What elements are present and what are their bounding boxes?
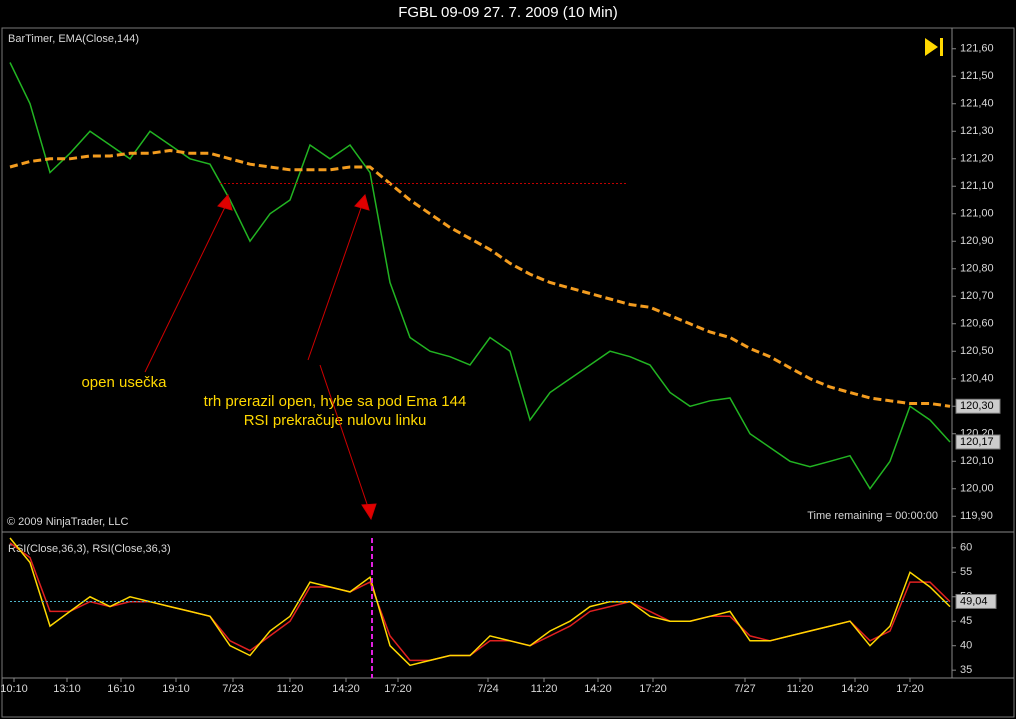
y-tick-label: 120,70 <box>960 290 994 302</box>
y-tick-label: 120,00 <box>960 483 994 495</box>
arrow-line <box>144 204 227 373</box>
annotation: RSI prekračuje nulovu linku <box>244 412 427 429</box>
play-icon[interactable] <box>925 38 943 56</box>
x-tick-label: 17:20 <box>896 683 924 695</box>
x-tick-label: 16:10 <box>107 683 135 695</box>
x-tick-label: 17:20 <box>639 683 667 695</box>
annotation: trh prerazil open, hybe sa pod Ema 144 <box>204 393 467 410</box>
y-tick-label: 121,10 <box>960 180 994 192</box>
y-tick-label: 120,80 <box>960 263 994 275</box>
arrow-head <box>217 193 233 211</box>
series-line <box>9 148 951 408</box>
x-tick-label: 13:10 <box>53 683 81 695</box>
x-tick-label: 19:10 <box>162 683 190 695</box>
price-box <box>955 398 1001 414</box>
y-tick-label: 121,30 <box>960 125 994 137</box>
y-tick-label: 120,10 <box>960 455 994 467</box>
x-tick-label: 10:10 <box>0 683 28 695</box>
y-tick-label: 120,60 <box>960 318 994 330</box>
arrows <box>144 193 377 521</box>
value-box-label: 49,04 <box>960 595 988 607</box>
x-tick-label: 7/24 <box>477 683 498 695</box>
x-tick-label: 14:20 <box>332 683 360 695</box>
arrow-head <box>354 193 370 211</box>
x-tick-label: 17:20 <box>384 683 412 695</box>
y-tick-label: 120,50 <box>960 345 994 357</box>
y-tick-label: 121,60 <box>960 43 994 55</box>
y-tick-label: 121,20 <box>960 153 994 165</box>
x-tick-label: 11:20 <box>787 683 814 695</box>
play-triangle[interactable] <box>925 38 938 56</box>
y-tick-label: 121,40 <box>960 98 994 110</box>
series-line <box>9 62 951 491</box>
status: Time remaining = 00:00:00 <box>807 510 938 522</box>
x-tick-label: 7/23 <box>222 683 243 695</box>
x-tick-label: 14:20 <box>584 683 612 695</box>
indicator-label: BarTimer, EMA(Close,144) <box>8 33 139 45</box>
arrow-line <box>319 364 369 508</box>
price-box-label: 120,17 <box>960 436 994 448</box>
y-tick-label: 60 <box>960 542 972 554</box>
y-tick-label: 121,50 <box>960 70 994 82</box>
arrow-line <box>307 204 363 361</box>
y-tick-label: 119,90 <box>960 510 993 522</box>
y-tick-label: 55 <box>960 566 972 578</box>
price-box-label: 120,30 <box>960 400 994 412</box>
annotation: open usečka <box>81 374 167 391</box>
y-tick-label: 121,00 <box>960 208 994 220</box>
arrow-head <box>361 503 377 521</box>
x-tick-label: 11:20 <box>531 683 558 695</box>
price-box <box>955 434 1001 450</box>
window-title: FGBL 09-09 27. 7. 2009 (10 Min) <box>398 4 618 21</box>
y-tick-label: 120,40 <box>960 373 994 385</box>
x-tick-label: 7/27 <box>734 683 755 695</box>
indicator-label: RSI(Close,36,3), RSI(Close,36,3) <box>8 543 171 555</box>
series-line <box>9 537 951 667</box>
x-tick-label: 14:20 <box>841 683 869 695</box>
frame <box>1 27 1015 718</box>
y-tick-label: 45 <box>960 615 972 627</box>
y-tick-label: 35 <box>960 664 972 676</box>
play-bar[interactable] <box>940 38 943 56</box>
copyright: © 2009 NinjaTrader, LLC <box>7 516 128 528</box>
x-tick-label: 11:20 <box>277 683 304 695</box>
value-box <box>955 593 997 609</box>
y-tick-label: 40 <box>960 640 972 652</box>
y-tick-label: 120,90 <box>960 235 994 247</box>
